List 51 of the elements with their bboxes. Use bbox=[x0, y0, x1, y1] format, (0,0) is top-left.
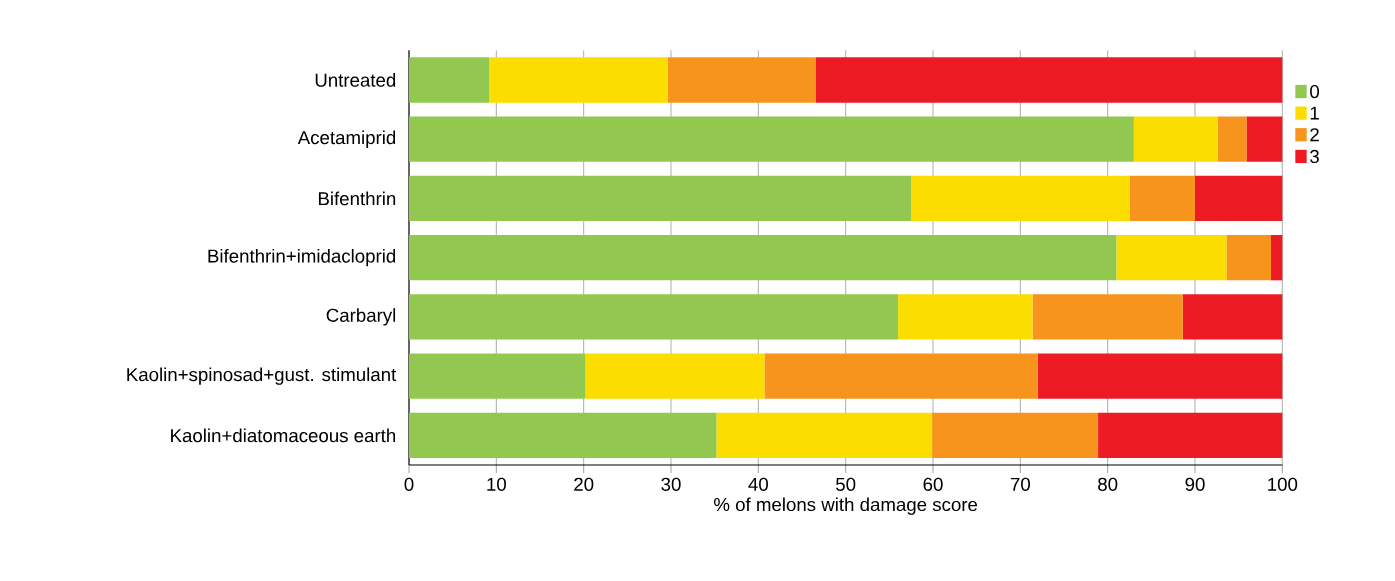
bar bbox=[932, 412, 1099, 459]
y-tick-label: Kaolin+spinosad+gust. stimulant bbox=[127, 367, 397, 385]
x-tick-label: 10 bbox=[487, 477, 506, 491]
legend-label: 0 bbox=[1310, 84, 1320, 99]
bar bbox=[409, 116, 1134, 162]
x-tick-label: 60 bbox=[923, 477, 943, 491]
y-tick-label: Acetamiprid bbox=[297, 130, 396, 148]
x-tick-label: 0 bbox=[404, 477, 414, 491]
y-tick-label: Carbaryl bbox=[326, 308, 396, 326]
bar bbox=[1195, 175, 1283, 222]
bar bbox=[409, 353, 586, 399]
bar bbox=[716, 412, 933, 459]
x-tick-label: 70 bbox=[1010, 477, 1030, 491]
bar bbox=[409, 175, 912, 222]
bar bbox=[764, 353, 1038, 399]
x-axis-title: % of melons with damage score bbox=[714, 497, 978, 515]
x-tick-label: 100 bbox=[1268, 477, 1298, 491]
bar bbox=[1270, 235, 1283, 281]
bar bbox=[1226, 235, 1271, 281]
bar bbox=[898, 294, 1033, 340]
bar bbox=[911, 175, 1130, 222]
bar bbox=[585, 353, 765, 399]
bar bbox=[409, 235, 1117, 281]
y-tick-label: Kaolin+diatomaceous earth bbox=[171, 428, 396, 443]
bar bbox=[1098, 412, 1283, 459]
bar bbox=[409, 412, 717, 459]
x-tick-label: 30 bbox=[661, 477, 681, 491]
bar bbox=[409, 57, 490, 103]
x-tick-label: 80 bbox=[1098, 477, 1118, 491]
bar bbox=[1037, 353, 1283, 399]
x-tick-label: 90 bbox=[1185, 477, 1205, 491]
x-tick-label: 50 bbox=[836, 477, 856, 491]
y-tick-label: Bifenthrin bbox=[318, 191, 396, 206]
y-tick-label: Bifenthrin+imidacloprid bbox=[208, 248, 396, 267]
legend-label: 2 bbox=[1310, 128, 1319, 142]
bar bbox=[815, 57, 1283, 103]
bar bbox=[1116, 235, 1227, 281]
bar bbox=[1246, 116, 1283, 162]
bar bbox=[1217, 116, 1247, 162]
bar bbox=[1129, 175, 1195, 222]
bar bbox=[1032, 294, 1183, 340]
bar bbox=[489, 57, 668, 103]
bar bbox=[1182, 294, 1283, 340]
bar bbox=[409, 294, 899, 340]
x-tick-label: 20 bbox=[574, 477, 594, 491]
bar bbox=[667, 57, 816, 103]
x-tick-label: 40 bbox=[748, 477, 768, 491]
y-tick-label: Untreated bbox=[315, 73, 396, 87]
legend-label: 1 bbox=[1310, 106, 1319, 120]
bar bbox=[1133, 116, 1218, 162]
legend-label: 3 bbox=[1310, 149, 1319, 164]
